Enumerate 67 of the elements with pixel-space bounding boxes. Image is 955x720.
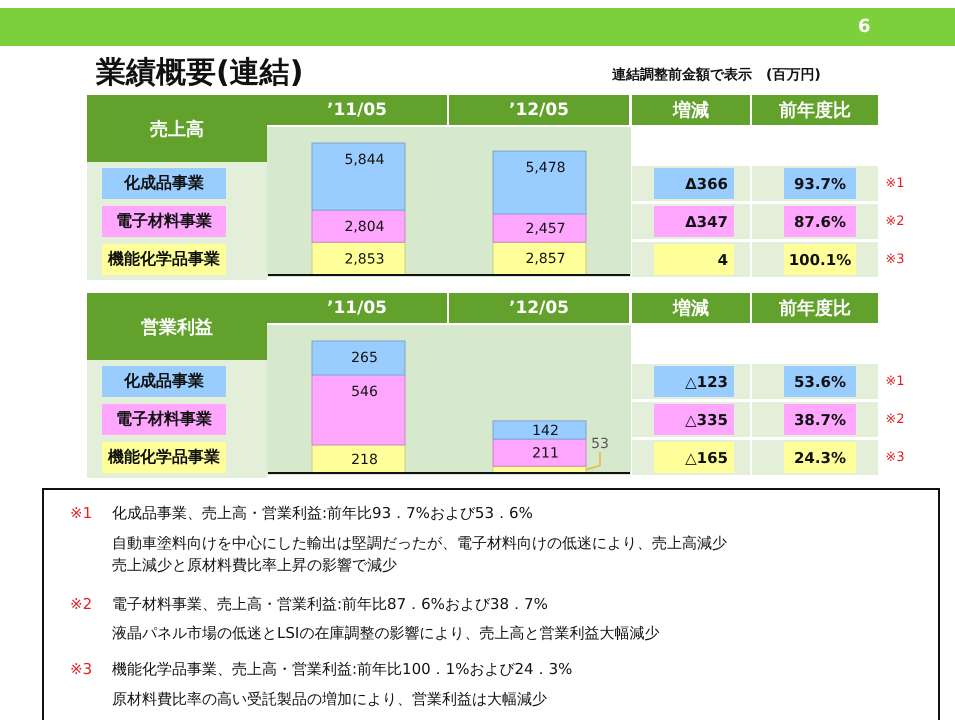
x-tick-label: ’11/05 (327, 100, 387, 120)
data-label: 211 (532, 446, 559, 462)
chart-title: 業績概要(連結) (96, 54, 304, 92)
data-label: 218 (351, 452, 378, 468)
text: 前年度比 (779, 99, 851, 122)
data-label: 2,457 (525, 221, 566, 238)
text: ※1 (885, 176, 905, 191)
text: 売上減少と原材料費比率上昇の影響で減少 (112, 556, 397, 575)
x-tick-label: ’12/05 (509, 298, 569, 318)
text: Δ347 (685, 212, 728, 230)
bar (312, 340, 406, 376)
text: 化成品事業 (124, 371, 204, 392)
data-label: 142 (532, 423, 559, 440)
text: 4 (718, 250, 728, 268)
text: ※3 (70, 660, 92, 678)
text: △335 (685, 410, 728, 428)
text: 100.1% (788, 250, 852, 268)
text: △123 (685, 372, 728, 390)
data-label: 53 (591, 436, 609, 452)
text: ※1 (70, 504, 92, 522)
text: 93.7% (794, 174, 846, 192)
y-axis-title: 営業利益 (141, 316, 213, 338)
bar (492, 150, 586, 215)
text: 機能化学品事業 (108, 447, 220, 468)
text: △165 (685, 448, 728, 466)
data-label: 2,853 (344, 251, 385, 268)
text: 24.3% (794, 448, 846, 466)
text: 電子材料事業 (116, 409, 212, 430)
text: 87.6% (794, 212, 846, 230)
bar (492, 420, 586, 440)
text: ※3 (885, 450, 905, 465)
text: 電子材料事業 (116, 211, 212, 232)
text: 増減 (673, 99, 709, 122)
text: ※3 (885, 252, 905, 267)
text: 化成品事業 (124, 173, 204, 194)
text: 前年度比 (779, 297, 851, 320)
text: ※2 (885, 412, 905, 427)
bar (312, 374, 406, 446)
data-label: 265 (351, 350, 378, 366)
text: 38.7% (794, 410, 846, 428)
text: ※2 (885, 214, 905, 229)
text: ※1 (885, 374, 905, 389)
text: 53.6% (794, 372, 846, 390)
x-tick-label: ’11/05 (327, 298, 387, 318)
data-label: 546 (351, 384, 378, 400)
bar (492, 438, 586, 467)
data-label: 5,844 (344, 152, 385, 168)
y-axis-title: 売上高 (150, 118, 204, 140)
text: Δ366 (685, 174, 728, 192)
data-label: 2,804 (344, 219, 385, 236)
text: 機能化学品事業、売上高・営業利益:前年比100．1%および24．3% (112, 660, 572, 679)
text: 自動車塗料向けを中心にした輸出は堅調だったが、電子材料向けの低迷により、売上高減少 (112, 534, 727, 553)
text: ※2 (70, 595, 92, 613)
x-tick-label: ’12/05 (509, 100, 569, 120)
data-label: 2,857 (525, 251, 566, 268)
text: 液晶パネル市場の低迷とLSIの在庫調整の影響により、売上高と営業利益大幅減少 (112, 624, 660, 643)
text: 増減 (673, 297, 709, 320)
text: 連結調整前金額で表示 (百万円) (612, 66, 821, 84)
text: 化成品事業、売上高・営業利益:前年比93．7%および53．6% (112, 504, 533, 523)
text: 機能化学品事業 (108, 249, 220, 270)
text: 電子材料事業、売上高・営業利益:前年比87．6%および38．7% (112, 595, 548, 614)
bar (312, 210, 406, 243)
data-label: 5,478 (525, 160, 566, 176)
bar (492, 214, 586, 243)
text: 6 (858, 16, 871, 37)
bar (312, 142, 406, 211)
text: 原材料費比率の高い受託製品の増加により、営業利益は大幅減少 (112, 690, 547, 709)
